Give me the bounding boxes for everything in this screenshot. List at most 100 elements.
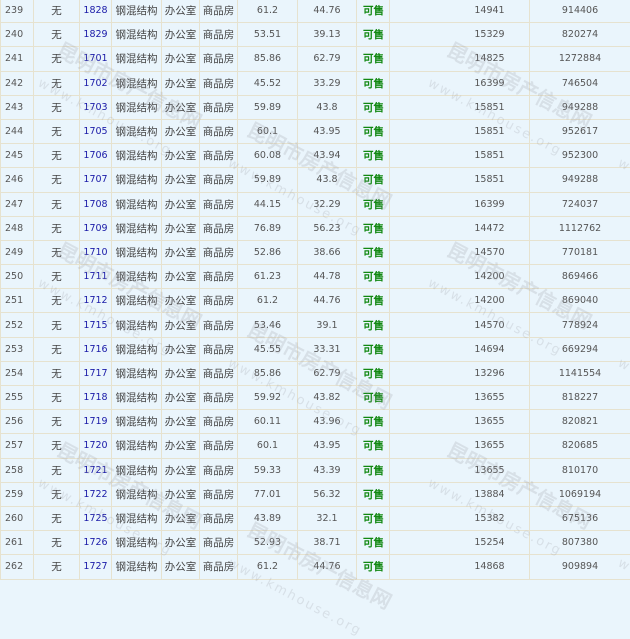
property-type-cell: 商品房 [200,289,238,313]
blank-cell [390,119,450,143]
row-number: 243 [1,95,34,119]
room-number-link[interactable]: 1708 [80,192,112,216]
usage-cell: 办公室 [162,555,200,579]
usage-cell: 办公室 [162,119,200,143]
row-number: 240 [1,23,34,47]
prefix-cell: 无 [34,95,80,119]
unit-price-cell: 14200 [450,265,530,289]
property-type-cell: 商品房 [200,434,238,458]
room-number-link[interactable]: 1707 [80,168,112,192]
status-cell: 可售 [357,95,390,119]
row-number: 260 [1,506,34,530]
room-number-link[interactable]: 1725 [80,506,112,530]
room-number-link[interactable]: 1706 [80,144,112,168]
structure-cell: 钢混结构 [112,216,162,240]
unit-price-cell: 13296 [450,361,530,385]
blank-cell [390,240,450,264]
room-number-link[interactable]: 1705 [80,119,112,143]
status-cell: 可售 [357,71,390,95]
usage-cell: 办公室 [162,47,200,71]
area-cell: 43.89 [238,506,298,530]
unit-price-cell: 13655 [450,410,530,434]
blank-cell [390,531,450,555]
status-cell: 可售 [357,434,390,458]
total-price-cell: 820821 [530,410,630,434]
room-number-link[interactable]: 1715 [80,313,112,337]
room-number-link[interactable]: 1829 [80,23,112,47]
room-number-link[interactable]: 1701 [80,47,112,71]
inner-area-cell: 56.32 [298,482,357,506]
status-cell: 可售 [357,240,390,264]
blank-cell [390,47,450,71]
room-number-link[interactable]: 1712 [80,289,112,313]
property-type-cell: 商品房 [200,144,238,168]
property-type-cell: 商品房 [200,47,238,71]
room-number-link[interactable]: 1828 [80,0,112,23]
room-number-link[interactable]: 1711 [80,265,112,289]
inner-area-cell: 44.76 [298,555,357,579]
row-number: 255 [1,386,34,410]
row-number: 246 [1,168,34,192]
area-cell: 52.93 [238,531,298,555]
status-cell: 可售 [357,555,390,579]
unit-price-cell: 14570 [450,313,530,337]
room-number-link[interactable]: 1721 [80,458,112,482]
prefix-cell: 无 [34,47,80,71]
structure-cell: 钢混结构 [112,482,162,506]
structure-cell: 钢混结构 [112,95,162,119]
inner-area-cell: 39.13 [298,23,357,47]
room-number-link[interactable]: 1719 [80,410,112,434]
prefix-cell: 无 [34,192,80,216]
property-type-cell: 商品房 [200,192,238,216]
blank-cell [390,386,450,410]
structure-cell: 钢混结构 [112,119,162,143]
unit-price-cell: 13655 [450,458,530,482]
inner-area-cell: 38.71 [298,531,357,555]
room-number-link[interactable]: 1702 [80,71,112,95]
property-type-cell: 商品房 [200,506,238,530]
blank-cell [390,192,450,216]
total-price-cell: 724037 [530,192,630,216]
area-cell: 61.2 [238,0,298,23]
area-cell: 61.2 [238,289,298,313]
room-number-link[interactable]: 1727 [80,555,112,579]
structure-cell: 钢混结构 [112,144,162,168]
total-price-cell: 914406 [530,0,630,23]
usage-cell: 办公室 [162,410,200,434]
usage-cell: 办公室 [162,265,200,289]
room-number-link[interactable]: 1716 [80,337,112,361]
property-type-cell: 商品房 [200,240,238,264]
area-cell: 59.89 [238,95,298,119]
room-number-link[interactable]: 1726 [80,531,112,555]
property-type-cell: 商品房 [200,482,238,506]
room-number-link[interactable]: 1720 [80,434,112,458]
status-cell: 可售 [357,192,390,216]
usage-cell: 办公室 [162,361,200,385]
row-number: 250 [1,265,34,289]
usage-cell: 办公室 [162,337,200,361]
unit-price-cell: 15851 [450,119,530,143]
status-cell: 可售 [357,506,390,530]
inner-area-cell: 43.39 [298,458,357,482]
room-number-link[interactable]: 1710 [80,240,112,264]
room-number-link[interactable]: 1703 [80,95,112,119]
prefix-cell: 无 [34,71,80,95]
room-number-link[interactable]: 1717 [80,361,112,385]
area-cell: 44.15 [238,192,298,216]
room-number-link[interactable]: 1718 [80,386,112,410]
row-number: 257 [1,434,34,458]
room-number-link[interactable]: 1722 [80,482,112,506]
status-cell: 可售 [357,23,390,47]
inner-area-cell: 43.82 [298,386,357,410]
blank-cell [390,337,450,361]
inner-area-cell: 56.23 [298,216,357,240]
room-number-link[interactable]: 1709 [80,216,112,240]
unit-price-cell: 13655 [450,386,530,410]
status-cell: 可售 [357,361,390,385]
